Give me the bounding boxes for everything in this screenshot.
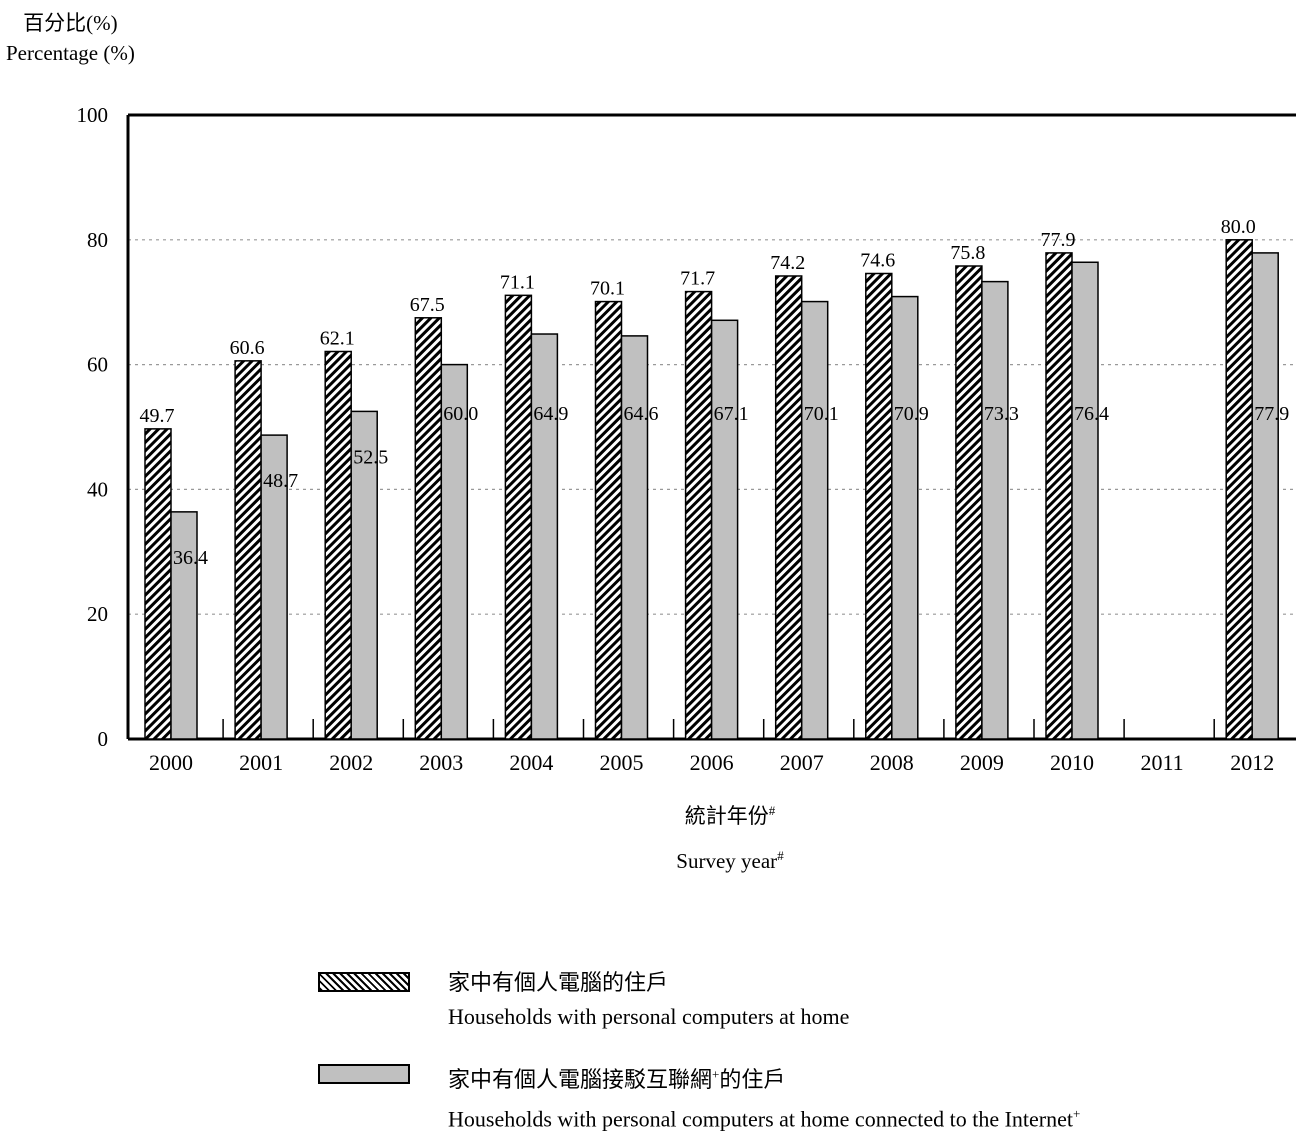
data-label-households-pc: 74.6 (860, 249, 895, 271)
data-label-households-pc: 71.7 (680, 268, 715, 290)
data-label-households-internet: 52.5 (353, 446, 388, 468)
x-tick-label: 2009 (960, 750, 1004, 775)
x-tick-label: 2001 (239, 750, 283, 775)
x-tick-label: 2000 (149, 750, 193, 775)
x-axis-title-en-mark: # (777, 848, 784, 863)
data-label-households-pc: 49.7 (140, 405, 175, 427)
bar-households-internet (712, 320, 738, 739)
x-axis-title-zh: 統計年份 (685, 804, 769, 828)
bar-households-internet (1072, 262, 1098, 739)
x-tick-label: 2011 (1141, 750, 1184, 775)
y-tick-label: 80 (87, 228, 108, 252)
bar-households-pc (596, 302, 622, 739)
bar-households-pc (1046, 253, 1072, 739)
x-axis-title-zh-mark: # (769, 803, 776, 818)
data-label-households-internet: 67.1 (714, 403, 749, 425)
x-tick-label: 2005 (600, 750, 644, 775)
bar-households-pc (956, 266, 982, 739)
data-label-households-pc: 80.0 (1221, 216, 1256, 238)
data-label-households-internet: 70.1 (804, 403, 839, 425)
bar-households-pc (505, 295, 531, 739)
data-label-households-internet: 77.9 (1254, 403, 1289, 425)
x-tick-label: 2012 (1230, 750, 1274, 775)
y-axis-title-zh: 百分比(%) (6, 8, 135, 38)
legend-label-pc-zh: 家中有個人電腦的住戶 (448, 966, 849, 1000)
legend-label-internet-en-wrap: Households with personal computers at ho… (448, 1097, 1080, 1136)
bar-households-pc (325, 351, 351, 739)
x-tick-label: 2008 (870, 750, 914, 775)
data-label-households-pc: 62.1 (320, 327, 355, 349)
bar-households-internet (1252, 253, 1278, 739)
x-tick-label: 2006 (690, 750, 734, 775)
data-label-households-pc: 70.1 (590, 278, 625, 300)
data-label-households-internet: 64.6 (624, 403, 659, 425)
data-label-households-internet: 76.4 (1074, 403, 1109, 425)
bar-households-pc (145, 429, 171, 739)
data-label-households-internet: 64.9 (533, 403, 568, 425)
bar-households-pc (1226, 240, 1252, 739)
legend-label-internet-zh: 家中有個人電腦接駁互聯網+的住戶 (448, 1067, 785, 1092)
legend-label-internet-en: Households with personal computers at ho… (448, 1107, 1073, 1132)
bar-households-internet (622, 336, 648, 739)
bar-households-internet (531, 334, 557, 739)
y-axis-title-en: Percentage (%) (6, 38, 135, 68)
bar-households-internet (802, 302, 828, 739)
data-label-households-pc: 60.6 (230, 337, 265, 359)
bar-households-pc (686, 292, 712, 739)
bar-households-pc (235, 361, 261, 739)
bar-households-internet (892, 297, 918, 739)
y-tick-label: 0 (98, 727, 109, 751)
y-tick-label: 100 (77, 103, 109, 127)
legend-label-pc: 家中有個人電腦的住戶 Households with personal comp… (448, 966, 849, 1034)
bar-households-pc (866, 273, 892, 739)
x-tick-label: 2002 (329, 750, 373, 775)
x-tick-label: 2007 (780, 750, 824, 775)
x-tick-label: 2010 (1050, 750, 1094, 775)
data-label-households-pc: 71.1 (500, 271, 535, 293)
data-label-households-internet: 60.0 (443, 403, 478, 425)
legend-swatch-grey (318, 1064, 410, 1084)
x-tick-label: 2003 (419, 750, 463, 775)
data-label-households-pc: 74.2 (770, 252, 805, 274)
y-tick-label: 40 (87, 477, 108, 501)
legend-label-internet-zh-mark: + (712, 1067, 719, 1082)
legend-swatch-hatched (318, 972, 410, 992)
x-tick-label: 2004 (509, 750, 553, 775)
y-axis-title: 百分比(%) Percentage (%) (6, 8, 135, 68)
data-label-households-internet: 73.3 (984, 403, 1019, 425)
data-label-households-pc: 75.8 (950, 242, 985, 264)
legend-label-internet-mark: + (1073, 1106, 1080, 1121)
legend-label-pc-en: Households with personal computers at ho… (448, 1000, 849, 1034)
data-label-households-pc: 67.5 (410, 294, 445, 316)
data-label-households-internet: 70.9 (894, 403, 929, 425)
x-axis-title-en-wrap: Survey year# (520, 848, 940, 874)
bar-households-pc (415, 318, 441, 739)
bar-households-pc (776, 276, 802, 739)
legend-label-internet-zh-wrap: 家中有個人電腦接駁互聯網+的住戶 (448, 1058, 1080, 1097)
data-label-households-internet: 48.7 (263, 470, 298, 492)
x-axis-title-en: Survey year (676, 849, 777, 873)
bar-households-internet (982, 282, 1008, 739)
data-label-households-internet: 36.4 (173, 547, 208, 569)
y-tick-label: 60 (87, 353, 108, 377)
legend-label-internet: 家中有個人電腦接駁互聯網+的住戶 Households with persona… (448, 1058, 1080, 1137)
y-tick-label: 20 (87, 602, 108, 626)
x-axis-title-zh-wrap: 統計年份# (520, 800, 940, 830)
data-label-households-pc: 77.9 (1041, 229, 1076, 251)
